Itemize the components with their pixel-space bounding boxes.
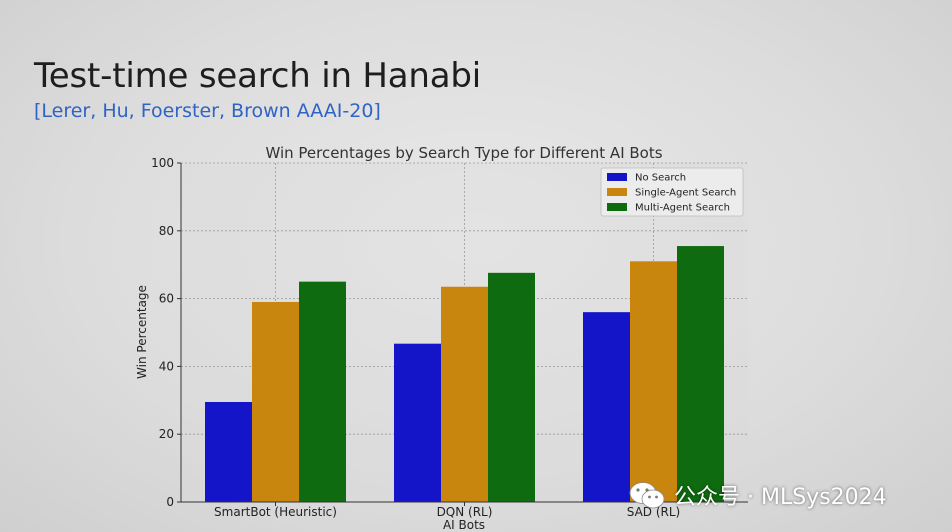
bars <box>205 246 724 502</box>
y-tick-label: 0 <box>166 495 174 509</box>
y-tick-label: 40 <box>159 359 174 373</box>
y-tick-label: 60 <box>159 292 174 306</box>
slide-title: Test-time search in Hanabi <box>34 56 482 96</box>
bar <box>441 286 488 502</box>
y-tick-label: 80 <box>159 224 174 238</box>
chart-title: Win Percentages by Search Type for Diffe… <box>265 144 662 162</box>
bar <box>299 281 346 502</box>
wechat-icon <box>629 482 665 509</box>
x-ticks: SmartBot (Heuristic) DQN (RL) SAD (RL) <box>214 502 680 519</box>
x-tick-label: SAD (RL) <box>627 505 681 519</box>
bar <box>205 401 252 502</box>
bar <box>488 272 535 502</box>
bar <box>677 246 724 502</box>
bar <box>394 343 441 502</box>
watermark-text: 公众号 · MLSys2024 <box>674 485 887 510</box>
y-ticks: 0 20 40 60 80 100 <box>151 156 181 509</box>
legend: No Search Single-Agent Search Multi-Agent … <box>600 167 744 217</box>
legend-label: Multi-Agent Search <box>635 203 730 214</box>
bar <box>630 261 677 502</box>
x-tick-label: DQN (RL) <box>437 505 493 519</box>
bar <box>583 312 630 502</box>
legend-swatch <box>607 173 627 181</box>
slide-subtitle: [Lerer, Hu, Foerster, Brown AAAI-20] <box>34 100 381 122</box>
legend-box <box>600 167 744 217</box>
legend-swatch <box>607 188 627 196</box>
watermark: 公众号 · MLSys2024 <box>628 478 887 512</box>
legend-swatch <box>607 203 627 211</box>
y-axis-label: Win Percentage <box>135 285 149 379</box>
bar <box>252 301 299 502</box>
y-tick-label: 20 <box>159 427 174 441</box>
legend-label: Single-Agent Search <box>635 188 736 199</box>
x-tick-label: SmartBot (Heuristic) <box>214 505 337 519</box>
x-axis-label: AI Bots <box>443 518 485 532</box>
y-tick-label: 100 <box>151 156 174 170</box>
legend-label: No Search <box>635 173 686 184</box>
